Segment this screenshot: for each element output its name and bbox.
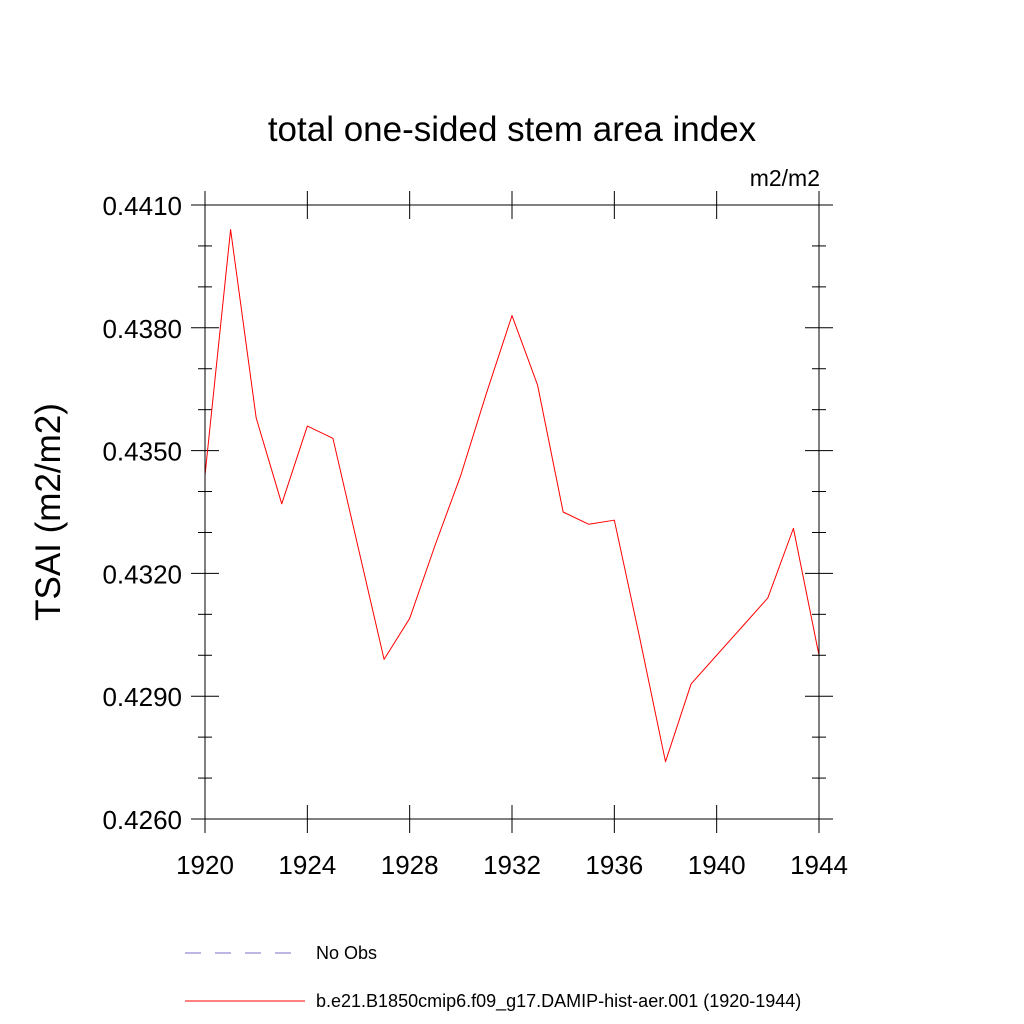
y-tick-label: 0.4410 xyxy=(102,191,182,221)
legend-label-model-run: b.e21.B1850cmip6.f09_g17.DAMIP-hist-aer.… xyxy=(316,991,801,1012)
y-tick-label: 0.4380 xyxy=(102,314,182,344)
plot-frame xyxy=(204,204,820,820)
series-lines xyxy=(204,229,820,763)
y-tick-label: 0.4290 xyxy=(102,682,182,712)
units-label: m2/m2 xyxy=(750,165,820,191)
x-tick-label: 1936 xyxy=(585,850,643,880)
x-tick-label: 1928 xyxy=(381,850,439,880)
legend: No Obs b.e21.B1850cmip6.f09_g17.DAMIP-hi… xyxy=(185,943,801,1012)
y-tick-label: 0.4320 xyxy=(102,559,182,589)
chart-title: total one-sided stem area index xyxy=(268,110,757,149)
y-tick-label: 0.4260 xyxy=(102,805,182,835)
axis-ticks xyxy=(191,191,833,833)
y-tick-label: 0.4350 xyxy=(102,437,182,467)
x-tick-label: 1924 xyxy=(278,850,336,880)
legend-label-no-obs: No Obs xyxy=(316,943,377,963)
x-tick-label: 1940 xyxy=(688,850,746,880)
y-axis-label: TSAI (m2/m2) xyxy=(29,403,68,621)
axis-tick-labels: 1920 1924 1928 1932 1936 1940 1944 0.4260 0.4290… xyxy=(102,191,847,880)
x-tick-label: 1944 xyxy=(790,850,848,880)
series-line xyxy=(204,229,820,763)
x-tick-label: 1932 xyxy=(483,850,541,880)
x-tick-label: 1920 xyxy=(176,850,234,880)
